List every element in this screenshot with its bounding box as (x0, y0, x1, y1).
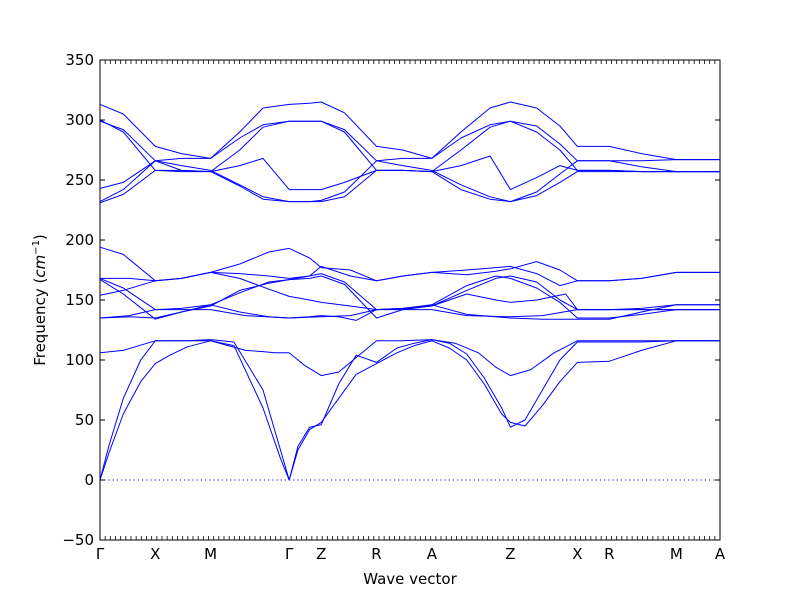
y-tick-label: 50 (75, 411, 94, 429)
y-axis-label-prefix: Frequency ( (31, 278, 49, 366)
x-tick-label: Γ (96, 545, 105, 563)
x-tick-label: X (572, 545, 582, 563)
y-tick-label: −50 (62, 531, 94, 549)
phonon-band-12 (99, 169, 720, 204)
y-axis-label-unit: cm (31, 255, 49, 278)
y-tick-label: 200 (65, 231, 94, 249)
phonon-band-14 (99, 120, 720, 189)
phonon-band-11 (99, 246, 720, 287)
x-tick-label: M (670, 545, 683, 563)
phonon-band-4 (288, 339, 720, 377)
phonon-band-16 (99, 119, 720, 173)
phonon-band-2 (99, 339, 720, 481)
phonon-band-17 (99, 101, 720, 161)
phonon-band-3 (99, 340, 290, 354)
plot-frame (99, 59, 721, 541)
y-tick-label: 300 (65, 111, 94, 129)
x-tick-label: M (204, 545, 217, 563)
phonon-band-9 (99, 271, 720, 311)
x-axis-label: Wave vector (363, 570, 457, 588)
y-axis-label: Frequency (cm−1) (31, 234, 49, 366)
phonon-band-13 (99, 160, 720, 203)
plot-area (99, 101, 720, 481)
y-tick-label: 100 (65, 351, 94, 369)
phonon-band-1 (99, 340, 720, 481)
y-axis-ticks: −50 0 50 100 150 200 250 300 350 (62, 51, 720, 549)
x-tick-label: A (427, 545, 438, 563)
phonon-band-6 (99, 304, 720, 321)
phonon-band-10 (100, 261, 720, 282)
y-tick-label: 350 (65, 51, 94, 69)
x-tick-label: R (371, 545, 381, 563)
phonon-band-5 (99, 309, 720, 319)
x-tick-label: Z (505, 545, 515, 563)
x-tick-label: R (604, 545, 614, 563)
y-axis-label-exponent: −1 (31, 240, 42, 255)
phonon-band-8 (99, 273, 720, 320)
y-axis-label-suffix: ) (31, 234, 49, 240)
x-tick-label: A (715, 545, 726, 563)
x-tick-label: Γ (285, 545, 294, 563)
y-tick-label: 0 (84, 471, 94, 489)
y-tick-label: 150 (65, 291, 94, 309)
phonon-band-7 (99, 275, 720, 319)
x-tick-label: Z (316, 545, 326, 563)
x-tick-label: X (150, 545, 160, 563)
y-tick-label: 250 (65, 171, 94, 189)
